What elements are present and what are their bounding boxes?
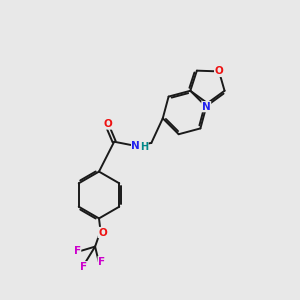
Text: F: F — [98, 256, 105, 267]
Text: N: N — [131, 141, 140, 151]
Text: F: F — [74, 246, 81, 256]
Text: O: O — [103, 119, 112, 129]
Text: O: O — [98, 227, 107, 238]
Text: N: N — [202, 102, 211, 112]
Text: F: F — [80, 262, 88, 272]
Text: H: H — [140, 142, 148, 152]
Text: O: O — [214, 66, 224, 76]
